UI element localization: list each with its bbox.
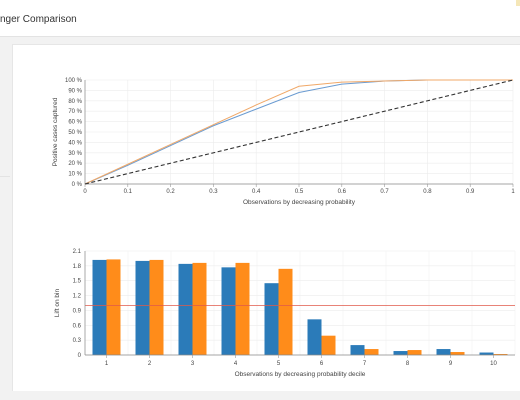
lift-bar-series-2 — [149, 259, 164, 355]
gains-y-tick-label: 20 % — [68, 161, 82, 167]
gains-x-tick-label: 0.9 — [466, 189, 475, 195]
gains-x-tick-label: 1 — [511, 189, 515, 195]
header-bar: nger Comparison — [0, 0, 520, 37]
lift-x-tick-label: 6 — [320, 361, 324, 367]
lift-bar-series-2 — [321, 335, 336, 355]
corner-accent — [516, 0, 520, 6]
lift-bar-series-2 — [106, 259, 121, 355]
side-divider — [0, 176, 10, 177]
gains-y-tick-label: 30 % — [68, 151, 82, 157]
gains-y-tick-label: 80 % — [68, 99, 82, 105]
gains-x-tick-label: 0.3 — [209, 189, 218, 195]
lift-y-tick-label: 0.3 — [73, 338, 82, 344]
charts-panel: 0 0.1 0.2 0.3 0.4 0.5 0.6 0.7 0.8 0.9 1 0 % 10 % 20 %… — [12, 44, 520, 391]
lift-bar-series-2 — [192, 262, 207, 355]
page-title: nger Comparison — [0, 14, 77, 25]
gains-y-tick-label: 100 % — [65, 78, 83, 84]
lift-bar-series-1 — [92, 259, 107, 355]
gains-y-tick-label: 60 % — [68, 120, 82, 126]
lift-y-tick-label: 1.2 — [73, 294, 82, 300]
gains-baseline-line — [84, 79, 514, 185]
lift-y-tick-label: 0.6 — [73, 323, 82, 329]
lift-x-tick-label: 5 — [277, 361, 281, 367]
lift-y-tick-label: 1.8 — [73, 264, 82, 270]
lift-bar-series-1 — [135, 260, 150, 355]
lift-x-tick-label: 4 — [234, 361, 238, 367]
lift-y-tick-label: 2.1 — [73, 249, 82, 255]
gains-series-line-2 — [84, 79, 513, 185]
lift-bar-series-1 — [307, 319, 322, 355]
gains-y-tick-label: 50 % — [68, 130, 82, 136]
lift-bar-series-1 — [221, 267, 236, 355]
lift-bar-series-2 — [278, 268, 293, 355]
lift-x-tick-label: 1 — [105, 361, 109, 367]
lift-x-tick-label: 9 — [449, 361, 453, 367]
lift-y-axis-title: Lift on bin — [54, 289, 61, 318]
lift-y-tick-label: 0 — [78, 353, 82, 359]
lift-bar-series-2 — [407, 350, 422, 355]
gains-y-tick-label: 10 % — [68, 172, 82, 178]
lift-bar-series-2 — [364, 349, 379, 355]
lift-bar-series-1 — [178, 263, 193, 355]
lift-bar-series-1 — [350, 345, 365, 355]
gains-y-tick-label: 40 % — [68, 140, 82, 146]
lift-x-tick-label: 10 — [490, 361, 497, 367]
gains-x-tick-label: 0.2 — [166, 189, 175, 195]
lift-x-tick-label: 3 — [191, 361, 195, 367]
gains-x-axis-title: Observations by decreasing probability — [243, 199, 356, 206]
gains-x-tick-label: 0.4 — [252, 189, 261, 195]
lift-x-tick-label: 8 — [406, 361, 410, 367]
lift-x-axis-title: Observations by decreasing probability d… — [235, 371, 366, 378]
lift-x-tick-label: 2 — [148, 361, 152, 367]
gains-x-tick-label: 0.7 — [380, 189, 389, 195]
gains-y-tick-label: 0 % — [72, 182, 83, 188]
lift-y-tick-label: 0.9 — [73, 308, 82, 314]
gains-y-tick-label: 90 % — [68, 88, 82, 94]
gains-x-tick-label: 0.8 — [423, 189, 432, 195]
gains-y-tick-label: 70 % — [68, 109, 82, 115]
lift-bar-series-1 — [479, 352, 494, 355]
gains-x-tick-label: 0 — [83, 189, 87, 195]
charts-svg: 0 0.1 0.2 0.3 0.4 0.5 0.6 0.7 0.8 0.9 10 %10 %20 %… — [52, 78, 515, 378]
gains-x-tick-label: 0.5 — [295, 189, 304, 195]
lift-bar-series-1 — [436, 349, 451, 355]
lift-bar-series-1 — [393, 351, 408, 355]
lift-bar-series-2 — [235, 262, 250, 355]
lift-bar-series-1 — [264, 283, 279, 355]
gains-x-tick-label: 0.1 — [124, 189, 133, 195]
gains-x-tick-label: 0.6 — [338, 189, 347, 195]
lift-bar-series-2 — [493, 354, 508, 355]
lift-x-tick-label: 7 — [363, 361, 367, 367]
lift-bar-series-2 — [450, 352, 465, 355]
gains-y-axis-title: Positive cases captured — [52, 97, 59, 166]
lift-y-tick-label: 1.5 — [73, 279, 82, 285]
